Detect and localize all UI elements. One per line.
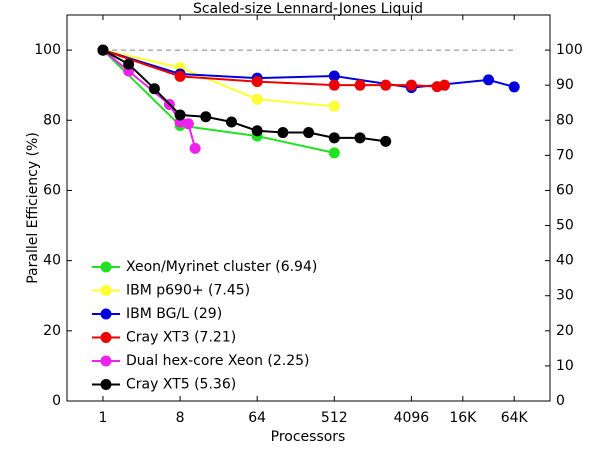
data-point — [380, 79, 392, 91]
legend-label: IBM BG/L (29) — [126, 306, 222, 322]
x-tick-label: 1 — [99, 410, 108, 426]
data-point — [328, 147, 340, 159]
y2-tick-label: 80 — [556, 112, 574, 128]
data-point — [508, 81, 520, 93]
legend-label: IBM p690+ (7.45) — [126, 283, 250, 299]
y2-tick-label: 50 — [556, 218, 574, 234]
data-point — [200, 111, 212, 123]
plot-frame — [66, 14, 551, 402]
legend-label: Cray XT5 (5.36) — [126, 377, 236, 393]
legend-label: Cray XT3 (7.21) — [126, 330, 236, 346]
y2-tick-label: 0 — [556, 393, 565, 409]
data-point — [189, 142, 201, 154]
data-point — [328, 132, 340, 144]
series-line — [102, 49, 335, 154]
data-point — [182, 118, 194, 130]
x-tick-label: 4096 — [394, 410, 430, 426]
x-tick-label: 512 — [321, 410, 348, 426]
y-tick-label: 100 — [34, 42, 61, 58]
y-tick-label: 60 — [43, 182, 61, 198]
legend-label: Dual hex-core Xeon (2.25) — [126, 353, 309, 369]
series-line — [102, 49, 335, 108]
data-point — [354, 79, 366, 91]
chart-title: Scaled-size Lennard-Jones Liquid — [193, 1, 423, 17]
legend-marker — [100, 332, 112, 343]
legend-marker — [100, 261, 112, 273]
data-point — [277, 127, 289, 139]
data-point — [97, 44, 109, 56]
y-tick-label: 80 — [43, 112, 61, 128]
y-tick-label: 40 — [43, 253, 61, 269]
data-point — [251, 125, 263, 137]
y-tick-label: 0 — [52, 393, 61, 409]
y2-tick-label: 40 — [556, 253, 574, 269]
series-line — [102, 49, 515, 89]
data-point — [303, 127, 315, 139]
legend-marker — [100, 308, 112, 320]
x-tick-label: 8 — [176, 410, 185, 426]
y-axis-label: Parallel Efficiency (%) — [25, 132, 41, 284]
data-point — [148, 83, 160, 95]
y2-tick-label: 10 — [556, 358, 574, 374]
data-point — [174, 109, 186, 121]
y2-tick-label: 60 — [556, 182, 574, 198]
data-point — [328, 100, 340, 112]
data-point — [328, 70, 340, 82]
x-tick-label: 64 — [248, 410, 266, 426]
legend-marker — [100, 379, 112, 390]
y2-tick-label: 30 — [556, 288, 574, 304]
data-point — [328, 79, 340, 91]
x-tick-label: 16K — [449, 410, 477, 426]
data-point — [405, 79, 417, 91]
data-point — [439, 79, 451, 91]
y2-tick-label: 20 — [556, 323, 574, 339]
y2-tick-label: 100 — [556, 42, 583, 58]
data-point — [174, 70, 186, 82]
y2-tick-label: 70 — [556, 147, 574, 163]
legend-marker — [100, 355, 112, 367]
legend-label: Xeon/Myrinet cluster (6.94) — [126, 259, 317, 275]
series-line — [102, 49, 445, 88]
data-point — [354, 132, 366, 144]
data-point — [225, 116, 237, 128]
data-point — [251, 93, 263, 105]
legend-marker — [100, 285, 112, 296]
x-axis-label: Processors — [271, 429, 346, 445]
data-point — [380, 135, 392, 147]
data-point — [251, 76, 263, 88]
data-point — [123, 58, 135, 70]
y-tick-label: 20 — [43, 323, 61, 339]
x-tick-label: 64K — [501, 410, 529, 426]
y2-tick-label: 90 — [556, 77, 574, 93]
data-point — [483, 74, 495, 86]
